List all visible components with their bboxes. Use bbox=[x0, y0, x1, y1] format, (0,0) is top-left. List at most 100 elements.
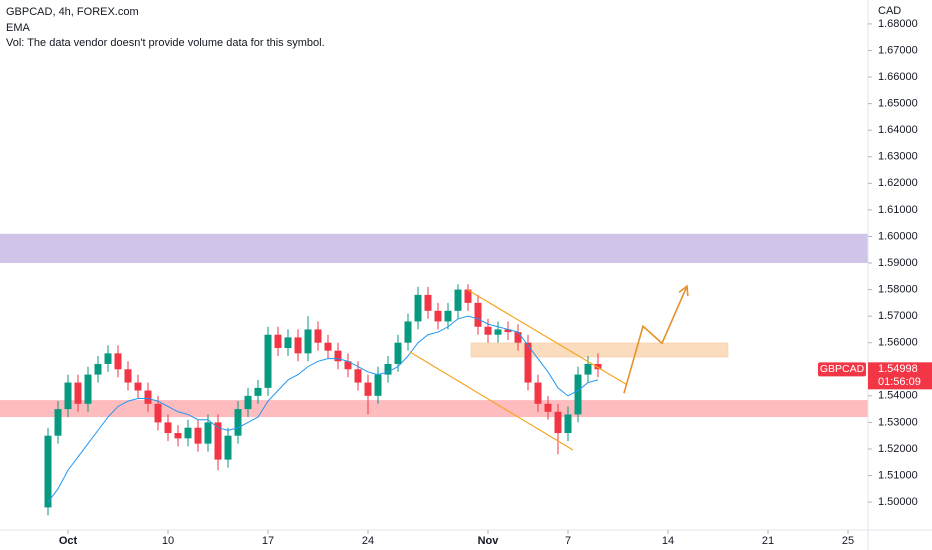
candle-body bbox=[74, 382, 82, 404]
x-tick-label: Oct bbox=[59, 535, 78, 547]
candle-body bbox=[114, 353, 122, 370]
candle-body bbox=[474, 302, 482, 327]
candle-body bbox=[164, 422, 172, 434]
axes: 1.500001.510001.520001.530001.540001.550… bbox=[59, 18, 932, 547]
symbol-label-box bbox=[818, 362, 866, 377]
candle-body bbox=[284, 337, 292, 349]
currency-label: CAD bbox=[878, 5, 901, 17]
candle-body bbox=[344, 361, 352, 370]
price-label: 1.54998 bbox=[878, 363, 918, 375]
candle-body bbox=[334, 350, 342, 362]
candles bbox=[44, 284, 602, 516]
y-tick-label: 1.58000 bbox=[878, 283, 918, 295]
x-tick-label: 17 bbox=[262, 535, 274, 547]
x-tick-label: 14 bbox=[662, 535, 674, 547]
candle-body bbox=[514, 332, 522, 343]
projection-arrow bbox=[623, 285, 688, 394]
candle-body bbox=[524, 342, 532, 383]
candle-body bbox=[444, 310, 452, 322]
candle-body bbox=[324, 342, 332, 351]
candle-body bbox=[244, 395, 252, 410]
candle-body bbox=[314, 329, 322, 343]
y-tick-label: 1.67000 bbox=[878, 44, 918, 56]
candle-body bbox=[414, 294, 422, 322]
volume-note: Vol: The data vendor doesn't provide vol… bbox=[6, 37, 325, 49]
y-tick-label: 1.66000 bbox=[878, 71, 918, 83]
candle-body bbox=[124, 369, 132, 383]
candle-body bbox=[84, 374, 92, 404]
candle-body bbox=[54, 409, 62, 436]
price-label-box bbox=[868, 362, 932, 390]
chart-title: GBPCAD, 4h, FOREX.com bbox=[6, 6, 139, 18]
candle-body bbox=[354, 369, 362, 383]
candle-body bbox=[234, 409, 242, 436]
candle-body bbox=[494, 329, 502, 335]
x-tick-label: 24 bbox=[362, 535, 374, 547]
y-tick-label: 1.62000 bbox=[878, 177, 918, 189]
symbol-label: GBPCAD bbox=[820, 363, 865, 375]
ema-line bbox=[47, 315, 599, 503]
y-tick-label: 1.56000 bbox=[878, 337, 918, 349]
candle-body bbox=[434, 310, 442, 322]
candle-body bbox=[204, 422, 212, 444]
y-tick-label: 1.57000 bbox=[878, 310, 918, 322]
y-tick-label: 1.54000 bbox=[878, 390, 918, 402]
candle-body bbox=[214, 422, 222, 460]
candle-body bbox=[534, 382, 542, 404]
y-tick-label: 1.68000 bbox=[878, 18, 918, 30]
candle-body bbox=[594, 363, 602, 370]
candle-body bbox=[174, 433, 182, 439]
y-tick-label: 1.64000 bbox=[878, 124, 918, 136]
candle-body bbox=[264, 334, 272, 388]
candle-body bbox=[564, 414, 572, 434]
candle-body bbox=[424, 294, 432, 311]
candle-body bbox=[274, 334, 282, 349]
y-tick-label: 1.53000 bbox=[878, 416, 918, 428]
trend-line bbox=[467, 289, 627, 385]
candle-body bbox=[304, 329, 312, 354]
y-tick-label: 1.65000 bbox=[878, 98, 918, 110]
candle-body bbox=[104, 353, 112, 364]
candle-body bbox=[364, 382, 372, 396]
y-tick-label: 1.63000 bbox=[878, 151, 918, 163]
x-tick-label: Nov bbox=[478, 535, 500, 547]
candle-body bbox=[224, 435, 232, 460]
candle-body bbox=[134, 382, 142, 391]
arrow-head bbox=[678, 284, 689, 297]
candle-body bbox=[404, 321, 412, 343]
x-tick-label: 25 bbox=[842, 535, 854, 547]
y-tick-label: 1.61000 bbox=[878, 204, 918, 216]
candle-body bbox=[64, 382, 72, 410]
candle-body bbox=[584, 363, 592, 375]
y-tick-label: 1.51000 bbox=[878, 469, 918, 481]
zone bbox=[0, 400, 868, 418]
zone bbox=[470, 342, 729, 358]
x-tick-label: 21 bbox=[762, 535, 774, 547]
candle-body bbox=[374, 374, 382, 396]
candle-body bbox=[484, 326, 492, 335]
candle-body bbox=[144, 390, 152, 404]
trend-line bbox=[409, 351, 574, 451]
y-tick-label: 1.59000 bbox=[878, 257, 918, 269]
y-tick-label: 1.50000 bbox=[878, 496, 918, 508]
y-tick-label: 1.60000 bbox=[878, 230, 918, 242]
candle-body bbox=[464, 289, 472, 303]
candle-body bbox=[394, 342, 402, 364]
candle-body bbox=[544, 403, 552, 412]
x-tick-label: 7 bbox=[565, 535, 571, 547]
candle-body bbox=[384, 363, 392, 375]
candle-body bbox=[454, 289, 462, 311]
candle-body bbox=[504, 329, 512, 333]
y-tick-label: 1.52000 bbox=[878, 443, 918, 455]
indicator-label: EMA bbox=[6, 22, 31, 34]
candle-body bbox=[94, 363, 102, 375]
candle-body bbox=[294, 337, 302, 354]
zone bbox=[0, 233, 868, 264]
drawings bbox=[409, 284, 689, 451]
candle-body bbox=[44, 435, 52, 508]
candle-body bbox=[254, 387, 262, 396]
candle-body bbox=[554, 411, 562, 434]
